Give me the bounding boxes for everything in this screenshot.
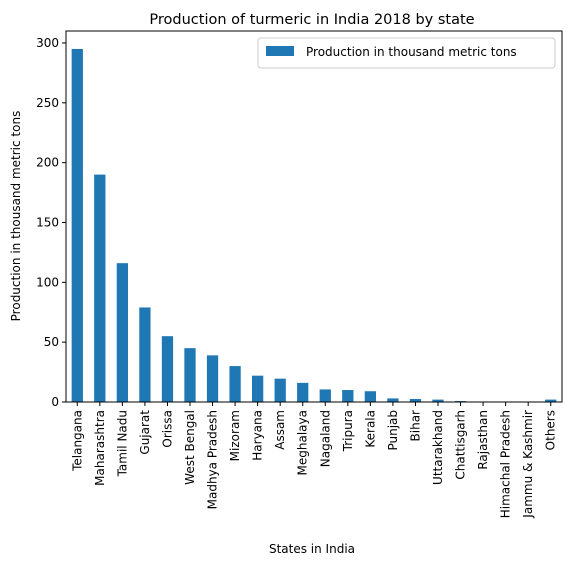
y-tick-label: 300	[36, 36, 59, 50]
x-tick-label: Bihar	[408, 410, 422, 442]
bar-tripura	[342, 390, 354, 402]
x-tick-label: Orissa	[160, 410, 174, 448]
y-tick-label: 100	[36, 275, 59, 289]
chart-title: Production of turmeric in India 2018 by …	[149, 12, 474, 28]
x-tick-label: Maharashtra	[93, 410, 107, 486]
x-tick-label: Meghalaya	[296, 410, 310, 475]
x-tick-label: Rajasthan	[476, 410, 490, 470]
x-tick-label: Assam	[273, 410, 287, 450]
x-tick-label: West Bengal	[183, 410, 197, 485]
bar-maharashtra	[94, 174, 106, 402]
bar-bihar	[409, 399, 422, 402]
x-tick-label: Haryana	[251, 410, 265, 461]
bar-telangana	[71, 48, 83, 402]
bar-orissa	[161, 336, 174, 402]
y-tick-label: 0	[51, 395, 59, 409]
x-tick-label: Chattisgarh	[454, 410, 468, 480]
bar-uttarakhand	[432, 399, 444, 402]
x-tick-label: Mizoram	[228, 410, 242, 461]
bar-tamil-nadu	[116, 263, 128, 402]
x-tick-label: Gujarat	[138, 410, 152, 455]
bar-madhya-pradesh	[206, 355, 219, 402]
bar-meghalaya	[297, 382, 309, 402]
x-tick-label: Himachal Pradesh	[499, 410, 513, 518]
bar-assam	[274, 378, 286, 402]
legend: Production in thousand metric tons	[257, 37, 556, 69]
x-tick-label: Jammu & Kashmir	[521, 410, 535, 519]
y-tick-label: 250	[36, 96, 59, 110]
plot-frame	[65, 30, 563, 403]
bar-gujarat	[139, 307, 151, 402]
x-tick-label: Tamil Nadu	[115, 410, 129, 477]
x-tick-label: Madhya Pradesh	[206, 410, 220, 509]
bar-others	[545, 399, 557, 402]
x-axis: Telangana Maharashtra Tamil Nadu Gujarat Ori…	[70, 402, 558, 519]
x-tick-label: Uttarakhand	[431, 410, 445, 485]
bar-mizoram	[229, 366, 241, 402]
bar-kerala	[364, 391, 376, 402]
x-axis-title: States in India	[269, 542, 355, 556]
y-axis: 0 50 100 150 200 250 300	[36, 36, 66, 409]
x-tick-label: Telangana	[70, 410, 84, 472]
legend-frame	[257, 37, 556, 69]
bar-west-bengal	[184, 348, 196, 402]
legend-label: Production in thousand metric tons	[306, 45, 517, 59]
bars-group	[71, 48, 557, 402]
bar-haryana	[252, 375, 264, 402]
x-tick-label: Punjab	[386, 410, 400, 451]
x-tick-label: Tripura	[341, 410, 355, 452]
bar-nagaland	[319, 389, 331, 402]
bar-punjab	[387, 398, 399, 402]
y-axis-title: Production in thousand metric tons	[9, 111, 23, 322]
y-tick-label: 150	[36, 215, 59, 229]
x-tick-label: Nagaland	[318, 410, 332, 467]
y-tick-label: 50	[44, 335, 59, 349]
x-tick-label: Others	[544, 410, 558, 450]
y-tick-label: 200	[36, 156, 59, 170]
legend-swatch	[266, 46, 294, 56]
x-tick-label: Kerala	[363, 410, 377, 448]
